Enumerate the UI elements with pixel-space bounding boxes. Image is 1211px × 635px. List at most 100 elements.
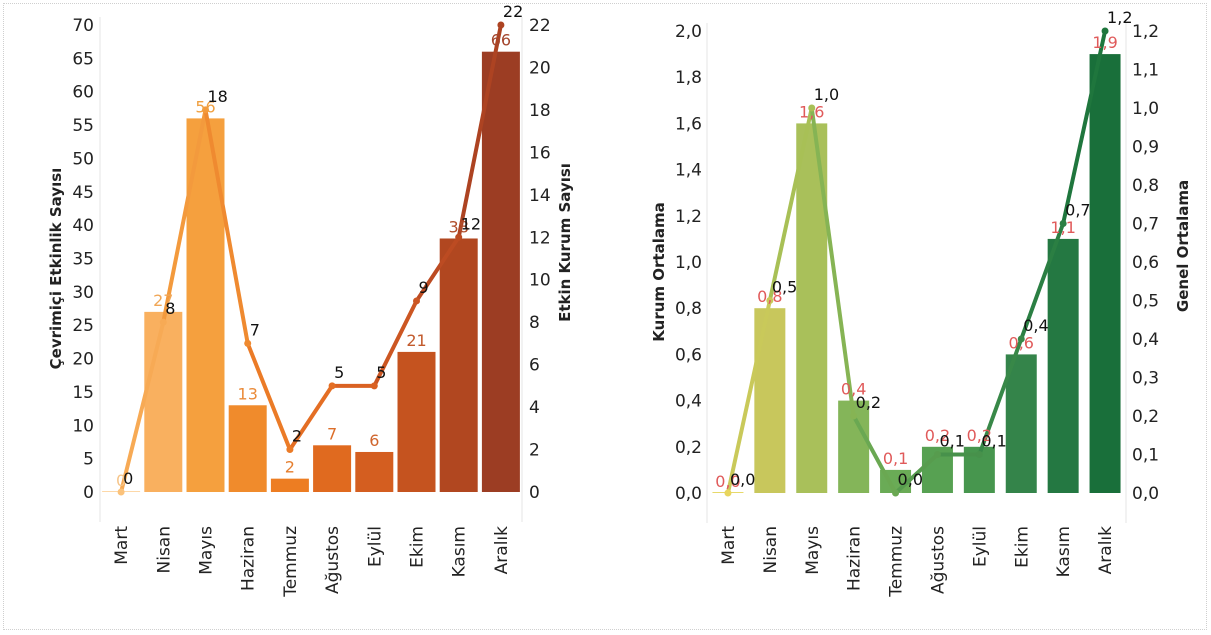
line-segment	[203, 107, 250, 346]
line-point	[766, 297, 774, 304]
y-left-tick-label: 1,2	[675, 207, 702, 227]
y-left-tick-label: 55	[72, 116, 94, 136]
y-left-tick-label: 15	[72, 383, 94, 403]
line-data-label: 2	[292, 427, 302, 446]
bar-data-label: 0,8	[757, 287, 782, 306]
y-right-tick-label: 1,1	[1132, 61, 1159, 81]
x-category-label: Aralık	[492, 526, 512, 574]
line-segment	[725, 298, 772, 495]
line-segment	[245, 341, 292, 452]
bar-data-label: 0,4	[841, 380, 866, 399]
line-data-label: 12	[461, 214, 481, 233]
line-data-label: 0,7	[1065, 201, 1090, 220]
bar-data-label: 0	[116, 471, 126, 490]
y-left-tick-label: 1,6	[675, 114, 702, 134]
x-category-label: Haziran	[845, 526, 865, 591]
line-data-label: 9	[419, 278, 429, 297]
line-segment	[119, 320, 166, 494]
bar-data-label: 1,9	[1092, 33, 1117, 52]
y-right-tick-label: 22	[529, 16, 551, 36]
line-point	[328, 382, 336, 390]
line-data-label: 0,5	[772, 278, 797, 297]
line-point	[1101, 27, 1109, 35]
x-category-label: Mart	[112, 526, 132, 565]
line-point	[117, 488, 125, 496]
x-category-label: Eylül	[365, 526, 385, 567]
x-category-label: Nisan	[761, 526, 781, 574]
y-left-tick-label: 1,0	[675, 253, 702, 273]
y-left-tick-label: 40	[72, 216, 94, 236]
line-point	[159, 318, 167, 326]
line-data-label: 7	[250, 320, 260, 339]
y-right-tick-label: 10	[529, 271, 551, 291]
line-point	[1059, 220, 1067, 227]
y-right-tick-label: 14	[529, 186, 551, 206]
y-left-tick-label: 0,8	[675, 299, 702, 319]
bar	[1005, 354, 1037, 493]
line-data-label: 18	[208, 87, 228, 106]
line-data-label: 0,0	[898, 470, 923, 489]
bar-data-label: 66	[491, 31, 511, 50]
x-category-label: Kasım	[450, 526, 470, 577]
y-left-axis-title: Kurum Ortalama	[650, 202, 668, 341]
line-data-label: 22	[503, 4, 523, 21]
x-category-label: Ağustos	[323, 526, 343, 594]
line-point	[975, 451, 983, 458]
x-category-label: Kasım	[1054, 526, 1074, 577]
y-left-tick-label: 1,4	[675, 161, 702, 181]
line-data-label: 1,0	[814, 85, 839, 104]
x-category-label: Mayıs	[197, 526, 217, 575]
line-point	[808, 104, 816, 112]
x-category-label: Ekim	[1012, 526, 1032, 568]
bar	[355, 451, 394, 492]
y-right-tick-label: 6	[529, 356, 540, 376]
line-segment	[809, 106, 856, 418]
x-category-label: Temmuz	[281, 526, 301, 598]
y-right-axis-title: Etkin Kurum Sayısı	[556, 163, 574, 322]
x-category-label: Aralık	[1096, 526, 1116, 574]
y-right-tick-label: 0,8	[1132, 176, 1159, 196]
line-data-label: 8	[165, 299, 175, 318]
y-left-tick-label: 0,4	[675, 392, 702, 412]
y-right-axis-title: Genel Ortalama	[1174, 180, 1192, 312]
y-left-tick-label: 65	[72, 49, 94, 69]
line-data-label: 0,1	[939, 432, 964, 451]
y-right-tick-label: 8	[529, 313, 540, 333]
y-left-tick-label: 35	[72, 250, 94, 270]
x-category-label: Ekim	[408, 526, 428, 568]
line-point	[850, 412, 858, 420]
bar-data-label: 21	[406, 331, 426, 350]
bar	[1047, 238, 1079, 493]
line-point	[413, 297, 420, 305]
bar-data-label: 13	[238, 384, 258, 403]
bar-data-label: 0,1	[883, 449, 908, 468]
y-left-tick-label: 25	[72, 316, 94, 336]
bar-data-label: 6	[369, 431, 379, 450]
y-right-tick-label: 4	[529, 398, 540, 418]
bar-data-label: 27	[153, 291, 173, 310]
bar	[144, 311, 183, 492]
y-right-tick-label: 0,7	[1132, 215, 1159, 235]
line-data-label: 0,0	[730, 470, 755, 489]
bar	[439, 238, 478, 492]
bar-data-label: 0,6	[1009, 333, 1034, 352]
y-right-tick-label: 0,0	[1132, 484, 1159, 504]
line-data-label: 0,2	[856, 393, 881, 412]
y-right-tick-label: 0,4	[1132, 330, 1159, 350]
x-category-label: Haziran	[239, 526, 259, 591]
y-right-tick-label: 0,2	[1132, 407, 1159, 427]
y-left-tick-label: 30	[72, 283, 94, 303]
line-segment	[372, 298, 419, 388]
bar-data-label: 38	[449, 217, 469, 236]
x-category-label: Mayıs	[803, 526, 823, 575]
line-point	[455, 233, 463, 241]
x-category-label: Temmuz	[887, 526, 907, 598]
y-left-tick-label: 45	[72, 183, 94, 203]
bar	[754, 308, 786, 493]
y-right-tick-label: 0,3	[1132, 369, 1159, 389]
line-point	[892, 489, 900, 497]
line-segment	[287, 383, 335, 452]
line-segment	[161, 107, 208, 325]
y-left-tick-label: 20	[72, 350, 94, 370]
right-combo-chart: 0,00,20,40,60,81,01,21,41,61,82,00,00,10…	[650, 8, 1192, 598]
